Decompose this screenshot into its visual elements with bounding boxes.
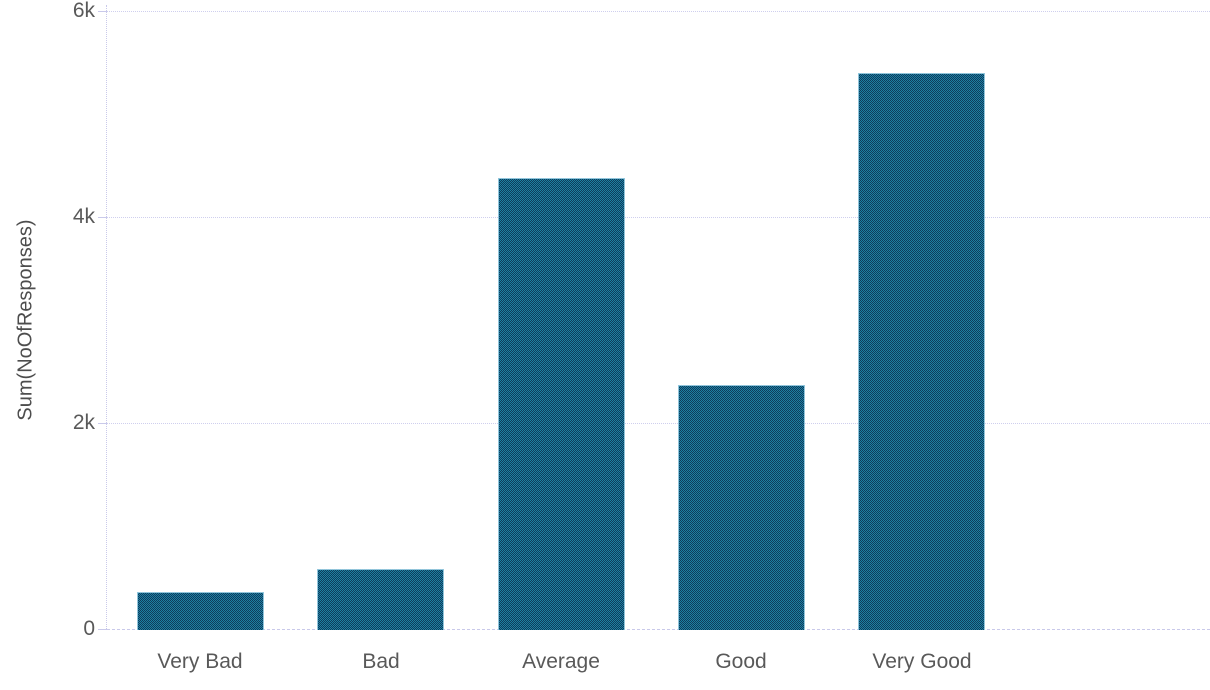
y-tick-label-0: 0 <box>83 617 95 640</box>
bar-very-bad[interactable] <box>137 592 264 630</box>
bar-good[interactable] <box>678 385 805 630</box>
y-tick-0 <box>98 629 107 630</box>
y-axis-line <box>106 5 107 629</box>
x-axis-label-average: Average <box>522 650 600 673</box>
x-axis-label-very-bad: Very Bad <box>157 650 243 673</box>
bar-average[interactable] <box>498 178 625 630</box>
gridline-4k <box>107 217 1210 218</box>
y-tick-label-6k: 6k <box>72 0 95 22</box>
y-tick-6k <box>98 11 107 12</box>
gridline-2k <box>107 423 1210 424</box>
y-axis-title: Sum(NoOfResponses) <box>14 219 37 421</box>
x-axis-label-very-good: Very Good <box>872 650 972 673</box>
bar-very-good[interactable] <box>858 73 985 630</box>
y-tick-2k <box>98 423 107 424</box>
x-axis-label-bad: Bad <box>362 650 400 673</box>
y-tick-4k <box>98 217 107 218</box>
y-tick-label-2k: 2k <box>72 411 95 434</box>
y-tick-label-4k: 4k <box>72 205 95 228</box>
x-axis-label-good: Good <box>715 650 767 673</box>
gridline-6k <box>107 11 1210 12</box>
bar-bad[interactable] <box>317 569 444 630</box>
x-axis-baseline <box>107 629 1210 630</box>
